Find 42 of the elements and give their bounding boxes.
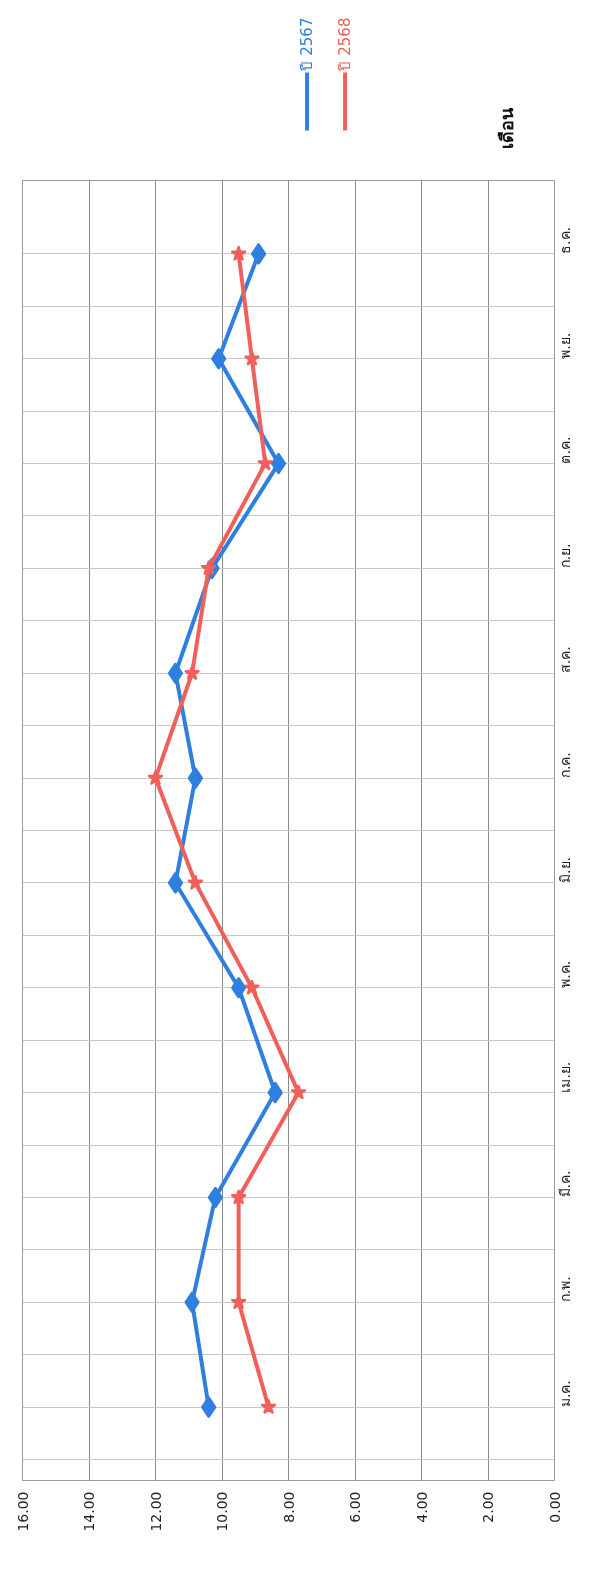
y-tick-label: ก.พ. [557, 1276, 574, 1303]
point [230, 1188, 247, 1205]
x-tick-label: 4.00 [413, 1491, 430, 1523]
x-tick-label: 2.00 [480, 1491, 496, 1523]
x-tick-label: 12.00 [147, 1491, 164, 1532]
y-tick-label: ก.ค. [557, 752, 574, 779]
text: ปี 2568 [336, 17, 355, 72]
point [147, 769, 164, 786]
y-tick-label: พ.ย. [557, 332, 574, 359]
point [183, 664, 201, 681]
x-tick-label: 10.00 [214, 1491, 230, 1532]
y-axis-title: เดือน [496, 106, 518, 149]
x-tick-label: 8.00 [280, 1491, 297, 1523]
y-tick-label: ต.ค. [557, 436, 574, 464]
point [187, 874, 204, 890]
point [167, 662, 184, 685]
x-tick-label: 6.00 [347, 1491, 363, 1523]
point [200, 559, 217, 576]
point [250, 242, 267, 265]
point [167, 871, 184, 894]
point [230, 976, 247, 999]
text: ปี 2567 [298, 17, 317, 72]
x-tick-label: 16.00 [14, 1491, 31, 1532]
point [243, 350, 261, 366]
y-tick-label: มี.ค. [557, 1170, 574, 1198]
x-tick-label: 14.00 [81, 1491, 97, 1532]
y-tick-label: ธ.ค. [557, 226, 574, 254]
y-tick-label: มิ.ย. [557, 857, 574, 883]
x-tick-label: 0.00 [546, 1491, 563, 1523]
point [243, 979, 261, 995]
y-tick-label: ม.ค. [557, 1380, 574, 1408]
point [187, 767, 204, 790]
y-tick-label: ส.ค. [557, 646, 574, 674]
point [207, 1186, 224, 1209]
point [230, 245, 247, 261]
y-tick-label: ก.ย. [557, 543, 574, 569]
y-tick-label: เม.ย. [557, 1061, 574, 1093]
point [260, 1398, 277, 1415]
point [257, 455, 274, 471]
point [290, 1084, 307, 1100]
point [270, 452, 287, 475]
y-tick-label: พ.ค. [557, 960, 574, 988]
